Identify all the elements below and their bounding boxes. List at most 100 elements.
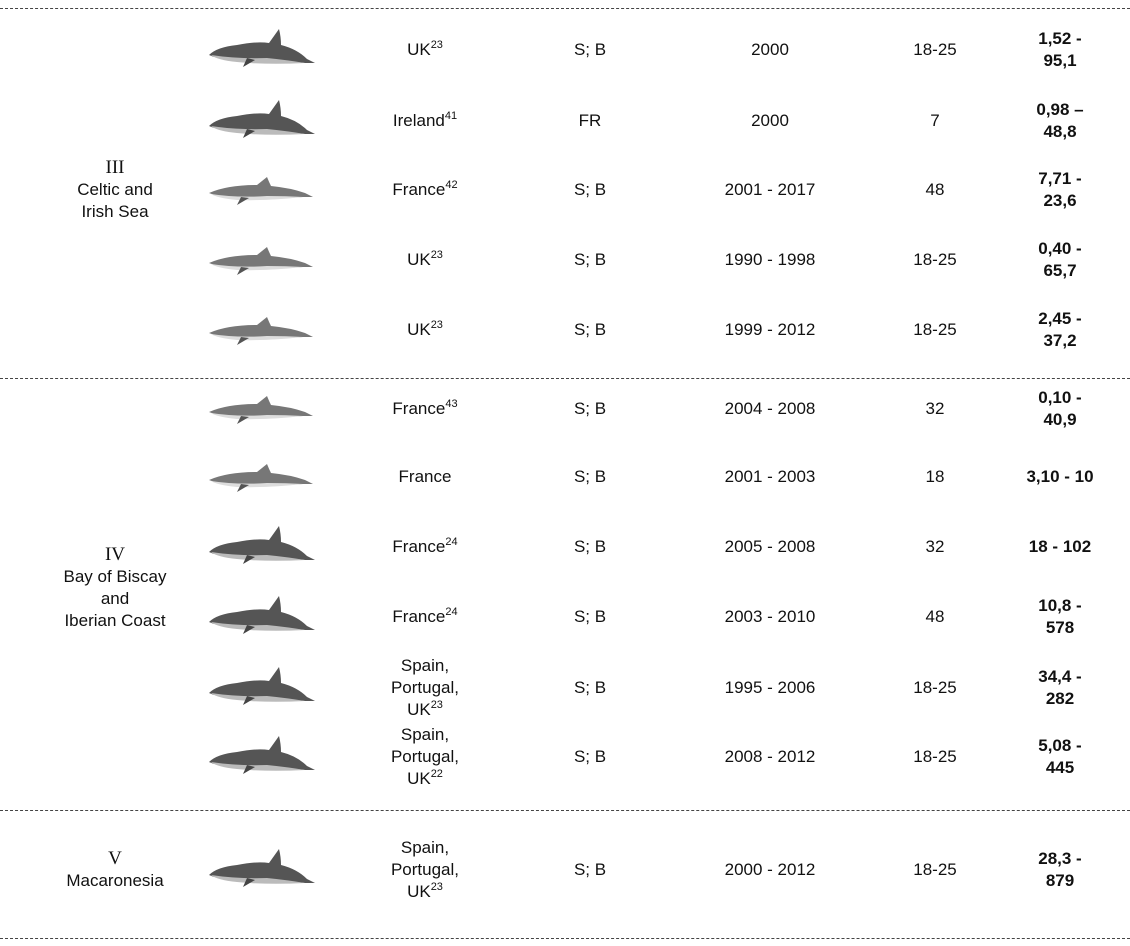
- species-icon: [207, 165, 317, 211]
- country: Spain, Portugal, UK23: [382, 655, 468, 721]
- range: 28,3 - 879: [1025, 848, 1095, 892]
- years: 2000: [751, 39, 789, 61]
- region-name: Celtic and: [77, 179, 153, 201]
- range: 0,10 - 40,9: [1025, 387, 1095, 431]
- country: UK23: [382, 319, 468, 341]
- species-icon: [207, 305, 317, 351]
- years: 1995 - 2006: [725, 677, 816, 699]
- country-name: France: [399, 467, 452, 486]
- region-name: Iberian Coast: [64, 610, 167, 632]
- years: 2008 - 2012: [725, 746, 816, 768]
- country: France43: [382, 398, 468, 420]
- country: UK23: [382, 249, 468, 271]
- reference: 24: [445, 606, 457, 618]
- range: 0,98 – 48,8: [1025, 99, 1095, 143]
- reference: 23: [431, 249, 443, 261]
- range: 2,45 - 37,2: [1025, 308, 1095, 352]
- n: 18-25: [913, 859, 956, 881]
- country: France42: [382, 179, 468, 201]
- reference: 24: [445, 536, 457, 548]
- years: 2000 - 2012: [725, 859, 816, 881]
- reference: 42: [445, 179, 457, 191]
- method: S; B: [574, 536, 606, 558]
- method: S; B: [574, 606, 606, 628]
- divider: [0, 8, 1130, 9]
- species-icon: [207, 845, 317, 891]
- years: 2003 - 2010: [725, 606, 816, 628]
- country: France: [382, 466, 468, 488]
- country: France24: [382, 536, 468, 558]
- country-name: France: [392, 607, 445, 626]
- species-icon: [207, 384, 317, 430]
- n: 18-25: [913, 319, 956, 341]
- range: 0,40 - 65,7: [1025, 238, 1095, 282]
- method: S; B: [574, 677, 606, 699]
- method: S; B: [574, 39, 606, 61]
- n: 18: [926, 466, 945, 488]
- divider: [0, 378, 1130, 379]
- method: S; B: [574, 859, 606, 881]
- range: 34,4 - 282: [1025, 666, 1095, 710]
- region-numeral: V: [66, 848, 163, 870]
- years: 2001 - 2017: [725, 179, 816, 201]
- country-name: Spain, Portugal, UK: [391, 725, 459, 788]
- years: 1990 - 1998: [725, 249, 816, 271]
- country-name: Spain, Portugal, UK: [391, 656, 459, 719]
- species-icon: [207, 663, 317, 709]
- n: 18-25: [913, 677, 956, 699]
- method: S; B: [574, 398, 606, 420]
- range: 18 - 102: [1029, 536, 1091, 558]
- n: 18-25: [913, 39, 956, 61]
- divider: [0, 810, 1130, 811]
- reference: 23: [431, 881, 443, 893]
- species-icon: [207, 235, 317, 281]
- years: 2005 - 2008: [725, 536, 816, 558]
- country: Spain, Portugal, UK23: [382, 837, 468, 903]
- region-numeral: III: [77, 157, 153, 179]
- n: 48: [926, 179, 945, 201]
- range: 7,71 - 23,6: [1025, 168, 1095, 212]
- country-name: France: [392, 399, 445, 418]
- n: 32: [926, 536, 945, 558]
- reference: 23: [431, 319, 443, 331]
- years: 1999 - 2012: [725, 319, 816, 341]
- species-icon: [207, 25, 317, 71]
- country-name: UK: [407, 40, 431, 59]
- country-name: Spain, Portugal, UK: [391, 838, 459, 901]
- reference: 43: [445, 398, 457, 410]
- country-name: Ireland: [393, 111, 445, 130]
- country-name: UK: [407, 320, 431, 339]
- country: Ireland41: [382, 110, 468, 132]
- table: IIICeltic andIrish SeaUK23S; B200018-251…: [0, 0, 1130, 946]
- country-name: UK: [407, 250, 431, 269]
- range: 10,8 - 578: [1025, 595, 1095, 639]
- n: 32: [926, 398, 945, 420]
- method: S; B: [574, 319, 606, 341]
- years: 2001 - 2003: [725, 466, 816, 488]
- reference: 23: [431, 39, 443, 51]
- country: France24: [382, 606, 468, 628]
- method: FR: [579, 110, 602, 132]
- region-name: Irish Sea: [77, 201, 153, 223]
- range: 5,08 - 445: [1025, 735, 1095, 779]
- country-name: France: [392, 537, 445, 556]
- country-name: France: [392, 180, 445, 199]
- region-numeral: IV: [64, 544, 167, 566]
- range: 1,52 - 95,1: [1025, 28, 1095, 72]
- country: Spain, Portugal, UK22: [382, 724, 468, 790]
- range: 3,10 - 10: [1026, 466, 1093, 488]
- species-icon: [207, 592, 317, 638]
- n: 48: [926, 606, 945, 628]
- n: 7: [930, 110, 939, 132]
- divider: [0, 938, 1130, 939]
- species-icon: [207, 522, 317, 568]
- reference: 22: [431, 768, 443, 780]
- species-icon: [207, 732, 317, 778]
- reference: 41: [445, 110, 457, 122]
- method: S; B: [574, 466, 606, 488]
- method: S; B: [574, 746, 606, 768]
- country: UK23: [382, 39, 468, 61]
